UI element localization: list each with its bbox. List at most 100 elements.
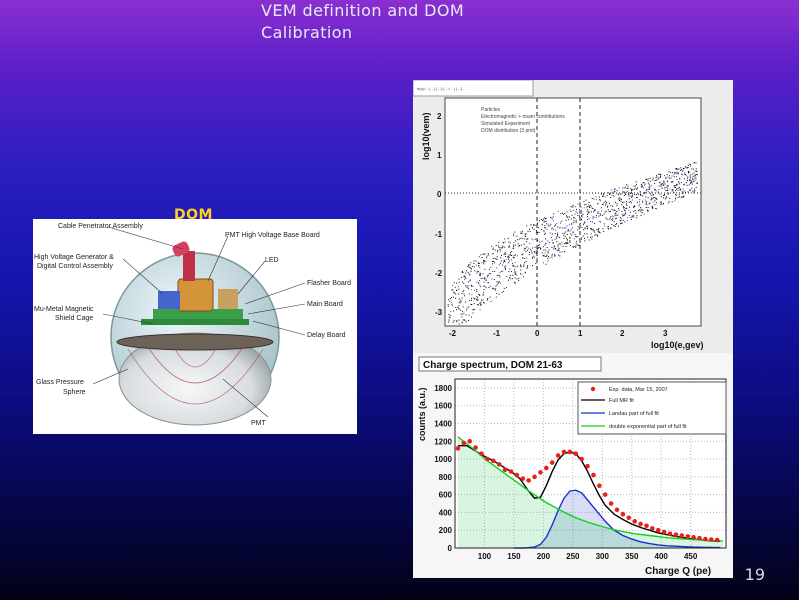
scatter-point xyxy=(476,291,478,293)
scatter-point xyxy=(473,303,475,305)
data-point xyxy=(714,537,720,543)
scatter-point xyxy=(498,293,500,295)
scatter-point xyxy=(546,255,548,257)
scatter-point xyxy=(504,241,506,243)
scatter-point xyxy=(583,207,585,209)
scatter-point xyxy=(479,275,481,277)
scatter-point xyxy=(487,298,488,300)
scatter-point xyxy=(640,185,642,187)
scatter-point xyxy=(568,224,570,226)
scatter-point xyxy=(472,309,474,311)
scatter-point xyxy=(584,227,586,229)
scatter-point xyxy=(534,238,536,240)
scatter-point xyxy=(461,321,463,323)
scatter-point xyxy=(526,257,528,259)
scatter-point xyxy=(658,189,660,191)
scatter-point xyxy=(484,277,486,279)
scatter-point xyxy=(450,311,452,313)
scatter-point xyxy=(660,196,662,198)
charge-spectrum-chart: Charge spectrum, DOM 21-63 0 200 400 600 800… xyxy=(413,353,733,578)
scatter-point xyxy=(487,254,489,256)
scatter-point xyxy=(520,273,521,275)
scatter-point xyxy=(544,232,546,234)
scatter-point xyxy=(644,199,646,201)
scatter-point xyxy=(591,207,593,209)
scatter-point xyxy=(582,235,584,237)
scatter-point xyxy=(465,321,467,323)
scatter-point xyxy=(453,320,455,322)
scatter-point xyxy=(525,241,527,243)
scatter-point xyxy=(492,253,494,255)
scatter-point xyxy=(586,206,588,208)
scatter-point xyxy=(664,195,666,197)
scatter-point xyxy=(513,235,515,237)
scatter-point xyxy=(659,174,661,176)
scatter-point xyxy=(452,296,454,298)
scatter-point xyxy=(666,190,668,191)
scatter-point xyxy=(643,213,645,215)
scatter-point xyxy=(575,236,577,238)
scatter-point xyxy=(685,191,686,193)
scatter-point xyxy=(630,202,632,204)
scatter-point xyxy=(485,280,487,281)
scatter-point xyxy=(684,178,685,180)
scatter-point xyxy=(481,294,483,296)
scatter-point xyxy=(601,214,603,216)
scatter-point xyxy=(687,165,689,166)
scatter-point xyxy=(581,212,583,214)
scatter-point xyxy=(491,260,493,262)
scatter-point xyxy=(479,302,481,304)
scatter-point xyxy=(642,185,643,187)
scatter-point xyxy=(593,216,595,218)
scatter-point xyxy=(549,225,551,227)
scatter-point xyxy=(546,254,548,256)
scatter-point xyxy=(463,289,465,291)
scatter-point xyxy=(693,190,695,192)
scatter-point xyxy=(535,249,537,251)
scatter-point xyxy=(634,206,636,208)
scatter-point xyxy=(496,292,498,294)
chart-fills xyxy=(457,436,724,548)
scatter-point xyxy=(671,190,673,192)
scatter-ylabel: log10(vem) xyxy=(421,112,431,160)
scatter-point xyxy=(691,183,693,185)
scatter-point xyxy=(667,194,669,196)
legend-full: Full MR fit xyxy=(609,398,634,404)
scatter-point xyxy=(676,168,678,170)
scatter-point xyxy=(476,281,478,283)
scatter-point xyxy=(587,204,589,206)
scatter-point xyxy=(681,169,682,171)
label-main: Main Board xyxy=(307,301,343,308)
scatter-point xyxy=(497,274,499,276)
scatter-point xyxy=(623,195,625,197)
scatter-point xyxy=(496,256,498,258)
scatter-point xyxy=(596,228,598,230)
scatter-point xyxy=(586,233,588,235)
scatter-point xyxy=(551,228,553,230)
scatter-point xyxy=(545,220,547,222)
scatter-point xyxy=(602,203,604,205)
scatter-point xyxy=(602,192,604,194)
scatter-point xyxy=(492,248,494,250)
scatter-point xyxy=(503,259,505,261)
scatter-point xyxy=(530,224,532,226)
scatter-point xyxy=(496,275,498,277)
scatter-point xyxy=(520,264,522,266)
scatter-point xyxy=(671,201,673,203)
scatter-point xyxy=(479,272,481,274)
scatter-point xyxy=(689,178,691,180)
scatter-point xyxy=(503,242,505,244)
scatter-point xyxy=(675,168,677,170)
scatter-point xyxy=(467,320,469,321)
scatter-point xyxy=(625,194,627,195)
scatter-point xyxy=(505,256,506,257)
scatter-point xyxy=(623,209,625,211)
scatter-point xyxy=(552,216,554,218)
scatter-point xyxy=(635,181,637,183)
scatter-point xyxy=(470,262,472,264)
scatter-point xyxy=(521,254,523,256)
scatter-point xyxy=(690,182,692,184)
scatter-point xyxy=(488,282,489,284)
scatter-point xyxy=(654,200,656,202)
scatter-point xyxy=(691,181,693,183)
